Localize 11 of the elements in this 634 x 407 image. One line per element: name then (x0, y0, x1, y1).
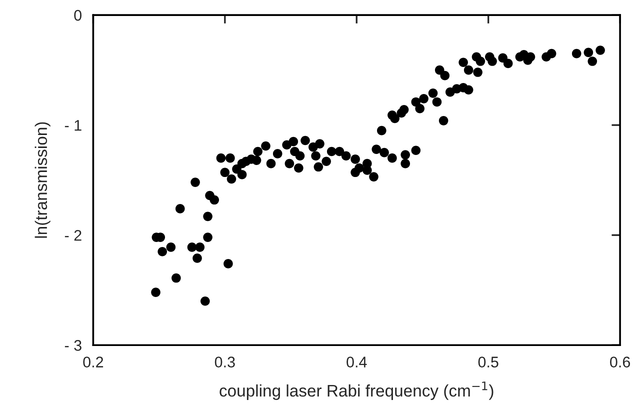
x-tick-label: 0.4 (346, 356, 367, 368)
y-tick-label: - 3 (64, 340, 82, 351)
y-tick-label: 0 (74, 10, 82, 21)
x-tick-label: 0.3 (214, 356, 235, 368)
x-axis-title: coupling laser Rabi frequency (cm$^{−1}$) (220, 382, 494, 400)
y-tick-label: - 2 (64, 230, 82, 241)
x-tick-label: 0.2 (83, 356, 104, 368)
x-tick-label: 0.5 (478, 356, 498, 368)
y-axis-title: ln(transmission) (34, 122, 50, 238)
y-tick-label: - 1 (64, 120, 82, 131)
x-tick-label: 0.6 (610, 356, 630, 368)
